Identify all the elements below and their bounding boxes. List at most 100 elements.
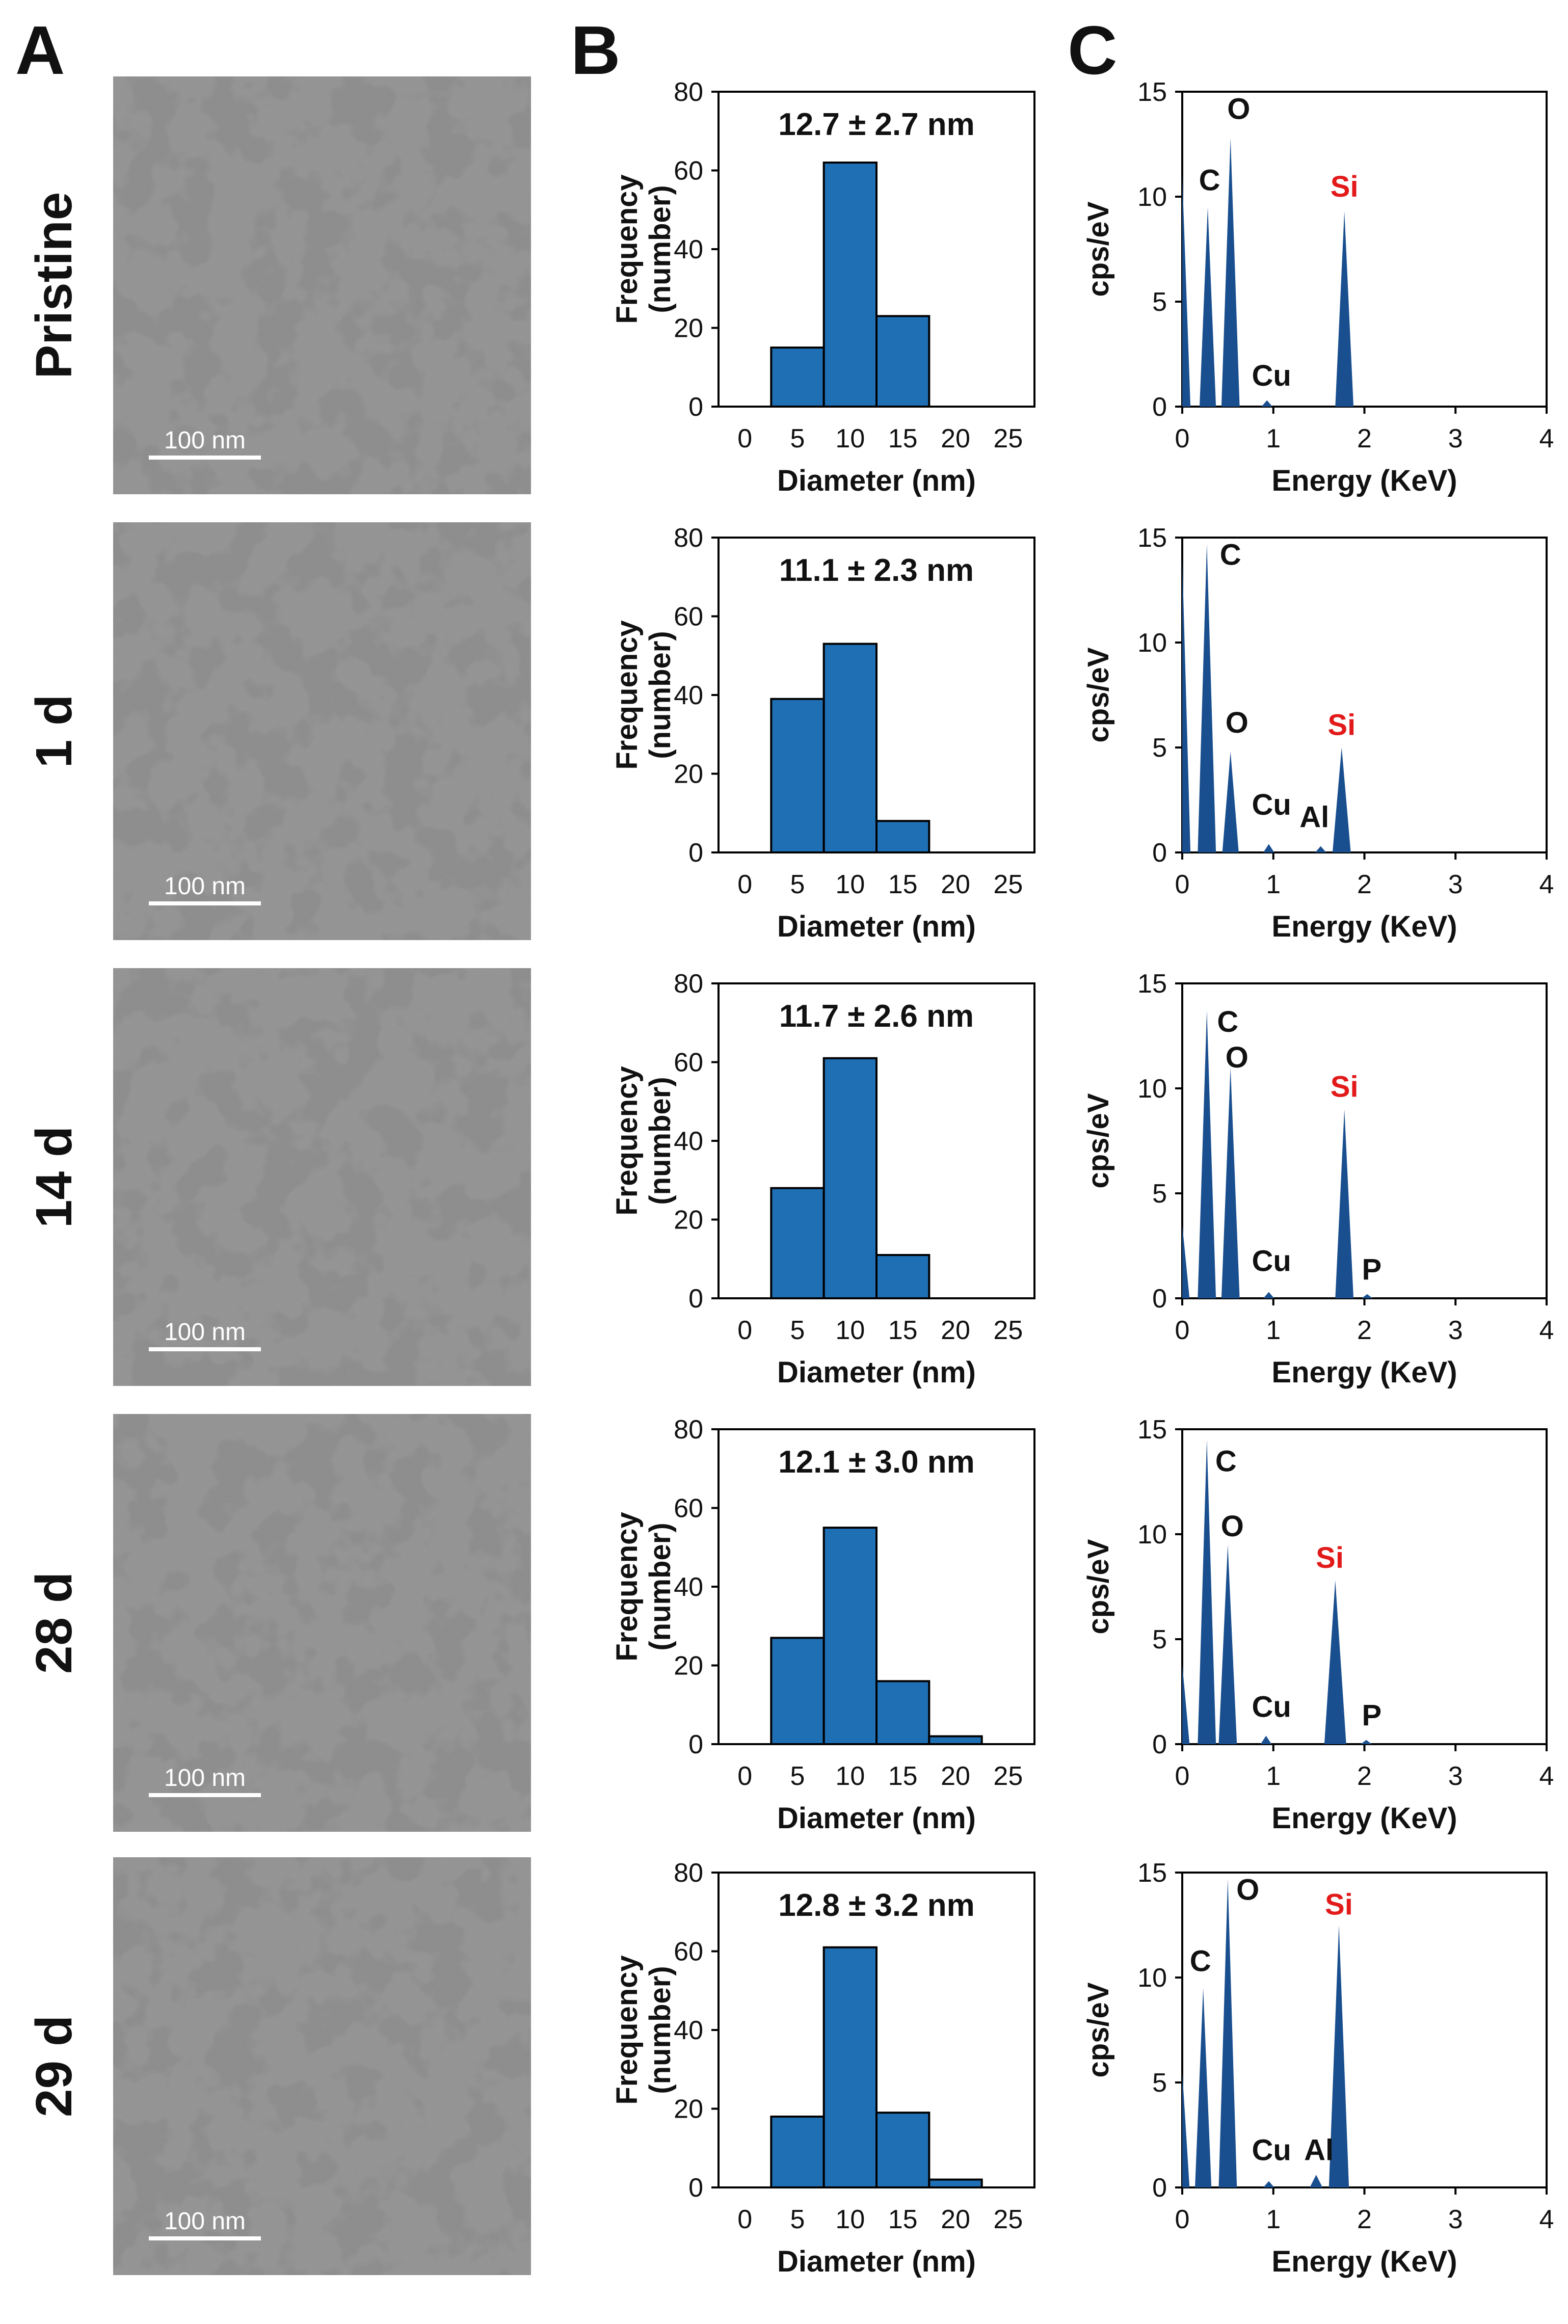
spectrum-peak xyxy=(1182,2072,1190,2187)
x-tick-label: 20 xyxy=(941,2205,970,2234)
spectrum-peak xyxy=(1332,747,1351,852)
y-tick-label: 5 xyxy=(1152,287,1167,317)
y-tick-label: 80 xyxy=(674,77,703,107)
x-tick-label: 4 xyxy=(1539,2205,1554,2234)
x-tick-label: 5 xyxy=(790,1761,805,1791)
x-tick-label: 2 xyxy=(1357,1316,1372,1345)
x-tick-label: 4 xyxy=(1539,424,1554,453)
spectrum-peak xyxy=(1195,1988,1212,2187)
histogram-bar xyxy=(822,162,878,408)
x-tick-label: 1 xyxy=(1266,2205,1281,2234)
histogram-bar xyxy=(875,2112,931,2189)
x-tick-label: 4 xyxy=(1539,870,1554,899)
histogram-bar xyxy=(928,1735,983,1746)
spectrum-peak xyxy=(1362,1294,1373,1298)
x-tick-label: 10 xyxy=(835,424,865,453)
spectrum-peak xyxy=(1221,138,1240,407)
histogram-bar xyxy=(875,315,931,408)
x-tick-label: 10 xyxy=(835,2205,865,2234)
element-label: P xyxy=(1362,1699,1381,1732)
scale-bar xyxy=(149,456,261,460)
histogram-3: 0 20 40 60 80 0 5 10 15 20 25 12.1 ± 3.0 nm Diameter… xyxy=(610,1415,1035,1835)
x-axis-label: Diameter (nm) xyxy=(777,1356,976,1389)
spectrum-peak xyxy=(1182,1224,1190,1298)
tem-noise xyxy=(113,968,531,1386)
histogram-bar xyxy=(928,2178,983,2188)
x-tick-label: 10 xyxy=(835,870,865,899)
histogram-bar xyxy=(822,643,878,853)
y-tick-label: 40 xyxy=(674,681,703,710)
scale-label: 100 nm xyxy=(164,873,246,900)
tem-image: 100 nm xyxy=(113,968,531,1386)
y-axis-label: cps/eV xyxy=(1082,1539,1115,1634)
y-axis-label: Frequency xyxy=(610,1512,644,1661)
x-tick-label: 2 xyxy=(1357,2205,1372,2234)
element-label: Si xyxy=(1327,708,1356,741)
y-tick-label: 20 xyxy=(674,760,703,789)
x-tick-label: 10 xyxy=(835,1761,865,1791)
element-label: Al xyxy=(1299,801,1329,834)
histogram-bar xyxy=(822,1946,878,2188)
scale-bar xyxy=(149,1793,261,1797)
panel-label-a: A xyxy=(15,12,65,89)
spectrum-peak xyxy=(1199,207,1216,407)
y-tick-label: 0 xyxy=(688,838,703,868)
x-tick-label: 1 xyxy=(1266,424,1281,453)
histogram-bar xyxy=(770,1637,825,1746)
spectrum-peak xyxy=(1263,1292,1274,1298)
tem-image: 100 nm xyxy=(113,76,531,494)
spectrum-peak xyxy=(1324,1580,1346,1744)
scale-bar xyxy=(149,1347,261,1351)
x-tick-label: 15 xyxy=(888,1316,918,1345)
x-tick-label: 1 xyxy=(1266,870,1281,899)
panel-label-b: B xyxy=(571,12,621,89)
spectrum-peak xyxy=(1335,211,1354,407)
spectrum-peak xyxy=(1182,175,1191,407)
y-tick-label: 40 xyxy=(674,235,703,264)
element-label: P xyxy=(1362,1253,1381,1286)
histogram-bar xyxy=(770,698,825,853)
y-tick-label: 15 xyxy=(1137,523,1167,553)
x-tick-label: 15 xyxy=(888,870,918,899)
tem-image: 100 nm xyxy=(113,1414,531,1832)
element-label: Cu xyxy=(1252,359,1291,392)
y-tick-label: 60 xyxy=(674,602,703,632)
scale-bar xyxy=(149,901,261,905)
x-axis-label: Diameter (nm) xyxy=(777,464,976,497)
x-tick-label: 20 xyxy=(941,870,970,899)
row-label: 14 d xyxy=(25,1126,83,1228)
y-tick-label: 10 xyxy=(1137,182,1167,212)
spectrum-peak xyxy=(1335,1109,1354,1298)
spectrum-peak xyxy=(1261,400,1272,407)
spectrum-peak xyxy=(1328,1925,1349,2187)
x-tick-label: 0 xyxy=(737,2205,752,2234)
histogram-bar xyxy=(770,2115,825,2189)
x-tick-label: 0 xyxy=(737,870,752,899)
element-label: Cu xyxy=(1252,1690,1291,1723)
y-tick-label: 80 xyxy=(674,1858,703,1888)
x-tick-label: 5 xyxy=(790,870,805,899)
x-tick-label: 10 xyxy=(835,1316,865,1345)
y-tick-label: 10 xyxy=(1137,1963,1167,1993)
y-tick-label: 15 xyxy=(1137,1415,1167,1445)
element-label: C xyxy=(1190,1945,1211,1978)
spectrum-peak xyxy=(1263,844,1274,852)
x-tick-label: 0 xyxy=(737,424,752,453)
element-label: Cu xyxy=(1252,2133,1291,2167)
x-tick-label: 1 xyxy=(1266,1316,1281,1345)
y-axis-label: Frequency xyxy=(610,620,644,769)
element-label: C xyxy=(1215,1445,1237,1478)
y-tick-label: 5 xyxy=(1152,2068,1167,2098)
scale-bar xyxy=(149,2236,261,2240)
y-tick-label: 20 xyxy=(674,1206,703,1235)
x-tick-label: 4 xyxy=(1539,1316,1554,1345)
spectrum-peak xyxy=(1198,544,1216,852)
x-tick-label: 2 xyxy=(1357,424,1372,453)
x-tick-label: 20 xyxy=(941,424,970,453)
eds-spectrum-1: 0 5 10 15 0 1 2 3 4 C O Si Cu Al Energy (KeV) cps/eV xyxy=(1082,523,1554,943)
histogram-bar xyxy=(875,1254,931,1299)
x-tick-label: 0 xyxy=(1175,2205,1190,2234)
element-label: C xyxy=(1220,539,1241,572)
row-label: Pristine xyxy=(25,192,83,379)
row-label: 28 d xyxy=(25,1572,83,1674)
